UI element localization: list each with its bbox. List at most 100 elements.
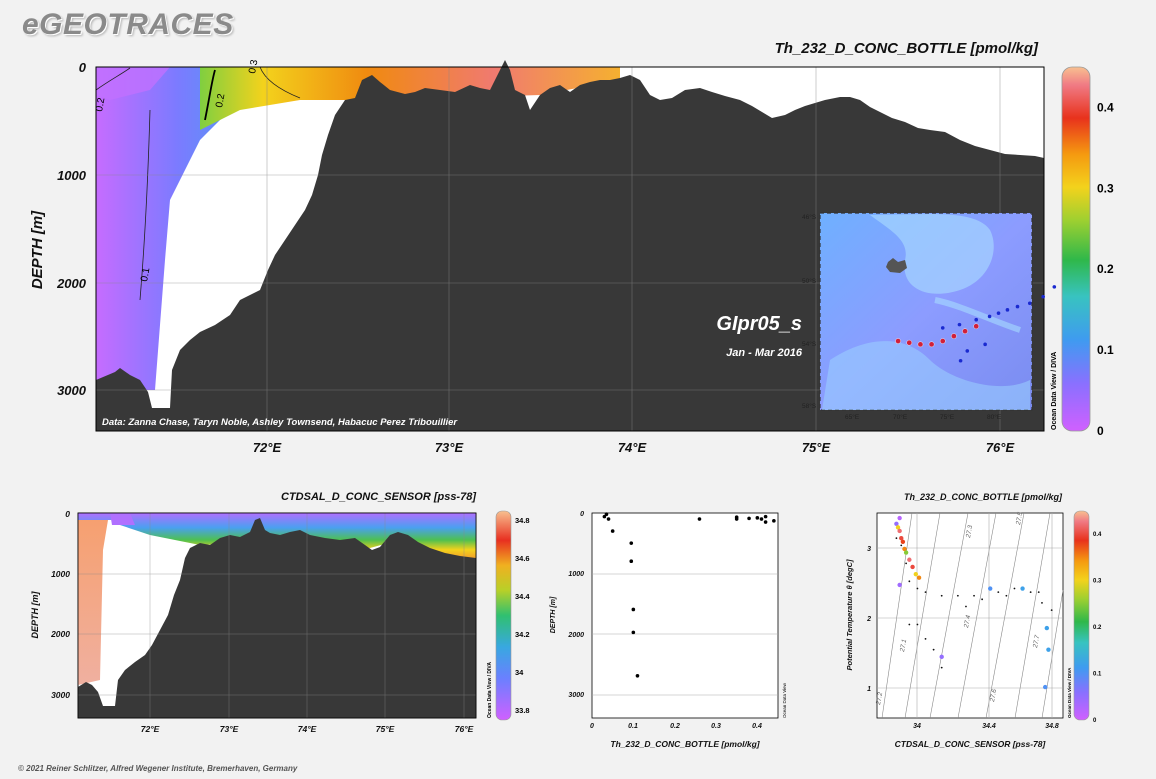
profile-point: [631, 630, 636, 635]
x-tick: 34.4: [982, 723, 996, 730]
ts-point: [897, 515, 902, 521]
y-tick: 1000: [568, 571, 584, 578]
x-tick: 75°E: [802, 440, 831, 455]
x-tick: 73°E: [435, 440, 464, 455]
station-red: [928, 341, 935, 348]
ts-title: Th_232_D_CONC_BOTTLE [pmol/kg]: [904, 492, 1063, 502]
ts-point: [903, 550, 909, 555]
ts-small-point: [908, 623, 911, 626]
colorbar-tick: 0.4: [1097, 100, 1114, 114]
section-dates: Jan - Mar 2016: [726, 347, 803, 359]
density-label: 27.5: [1015, 511, 1024, 526]
ts-point: [988, 586, 993, 591]
profile-point: [747, 516, 751, 521]
map-lat-label: 46°S: [802, 213, 817, 221]
x-tick: 0.1: [628, 723, 638, 730]
station-red: [951, 333, 957, 339]
contour-label: 0.2: [214, 92, 227, 108]
station-red: [917, 341, 924, 348]
ts-point: [902, 546, 907, 552]
density-label: 27.7: [1032, 634, 1041, 649]
colorbar-tick: 0.3: [1093, 579, 1102, 585]
odv-credit: Ocean Data View / DIVA: [1067, 667, 1072, 718]
contour-label: 0.2: [94, 96, 107, 112]
x-tick: 75°E: [376, 724, 395, 734]
map-lon-label: 65°E: [845, 413, 860, 421]
map-lon-label: 80°E: [987, 413, 1002, 421]
bottom-panels: CTDSAL_D_CONC_SENSOR [pss-78] DEPTH [m] …: [30, 491, 1102, 749]
section-name: GIpr05_s: [716, 313, 802, 335]
ts-small-point: [1050, 609, 1053, 612]
salinity-bathymetry: [78, 518, 476, 718]
ts-small-point: [940, 594, 943, 597]
x-tick: 72°E: [141, 724, 160, 734]
station-red: [962, 328, 968, 335]
main-chart-title: Th_232_D_CONC_BOTTLE [pmol/kg]: [775, 40, 1039, 57]
y-tick: 3000: [57, 383, 87, 398]
map-lon-label: 75°E: [940, 413, 955, 421]
colorbar-tick: 0.3: [1097, 181, 1114, 195]
ts-plot-area: [876, 512, 1064, 719]
station-red: [973, 323, 980, 330]
station-blue: [1041, 294, 1045, 299]
profile-point: [635, 673, 640, 678]
x-tick: 0.2: [670, 723, 680, 730]
y-tick: 0: [65, 509, 70, 519]
bathymetry: [96, 60, 1044, 431]
ts-small-point: [916, 623, 919, 626]
ts-small-point: [981, 598, 984, 601]
profile-point: [763, 520, 768, 524]
ts-small-point: [965, 605, 967, 608]
ts-small-point: [932, 648, 935, 651]
profile-point: [697, 517, 702, 521]
ts-small-point: [956, 594, 959, 597]
ts-point: [897, 582, 902, 588]
ts-small-point: [1005, 594, 1008, 597]
main-section-chart: 0.1 0.2 0.3 0.2 Th_232_D_CONC_BOTTLE [pm…: [29, 40, 1114, 455]
colorbar-tick: 34: [515, 668, 524, 677]
station-blue: [965, 349, 970, 353]
y-tick: 1: [867, 686, 871, 693]
profile-point: [759, 517, 764, 521]
kerguelen-island: [886, 258, 907, 273]
station-blue: [958, 358, 963, 363]
station-blue: [996, 311, 1001, 315]
profile-point: [606, 517, 611, 521]
y-tick: 3: [867, 546, 871, 553]
station-blue: [1027, 301, 1032, 306]
ts-small-point: [997, 591, 1000, 594]
ts-point: [1044, 625, 1050, 631]
ts-small-point: [924, 591, 927, 594]
ts-point: [894, 521, 899, 526]
colorbar-tick: 0: [1097, 424, 1104, 438]
inset-map: 46°S 50°S 54°S 58°S 65°E 70°E 75°E 80°E: [802, 212, 1071, 421]
y-tick: 0: [79, 60, 87, 75]
ts-point: [895, 525, 901, 530]
station-red: [906, 339, 913, 346]
colorbar-tick: 0.4: [1093, 532, 1102, 538]
profile-plot-area: [591, 512, 779, 719]
ts-small-point: [973, 594, 975, 597]
y-tick: 1000: [51, 569, 70, 579]
ts-point: [913, 571, 919, 577]
ts-point: [897, 528, 902, 534]
density-label: 27.3: [965, 524, 974, 539]
y-tick: 2000: [567, 632, 584, 639]
density-label: 27.4: [963, 614, 972, 629]
ts-small-point: [1013, 587, 1016, 590]
ts-small-point: [905, 562, 908, 565]
profile-point: [772, 519, 776, 523]
density-label: 27.6: [989, 688, 998, 703]
density-label: 27.1: [899, 638, 908, 653]
station-blue: [1015, 304, 1020, 309]
main-colorbar: [1061, 66, 1091, 432]
ts-ylabel: Potential Temperature θ [degC]: [845, 559, 854, 671]
x-tick: 76°E: [455, 724, 474, 734]
contour-label: 0.1: [139, 266, 152, 282]
ts-point: [1020, 586, 1025, 591]
colorbar-tick: 33.8: [515, 706, 530, 715]
colorbar-tick: 0.2: [1093, 625, 1102, 631]
x-tick: 76°E: [986, 440, 1015, 455]
profile-point: [604, 512, 609, 517]
x-tick: 73°E: [220, 724, 239, 734]
